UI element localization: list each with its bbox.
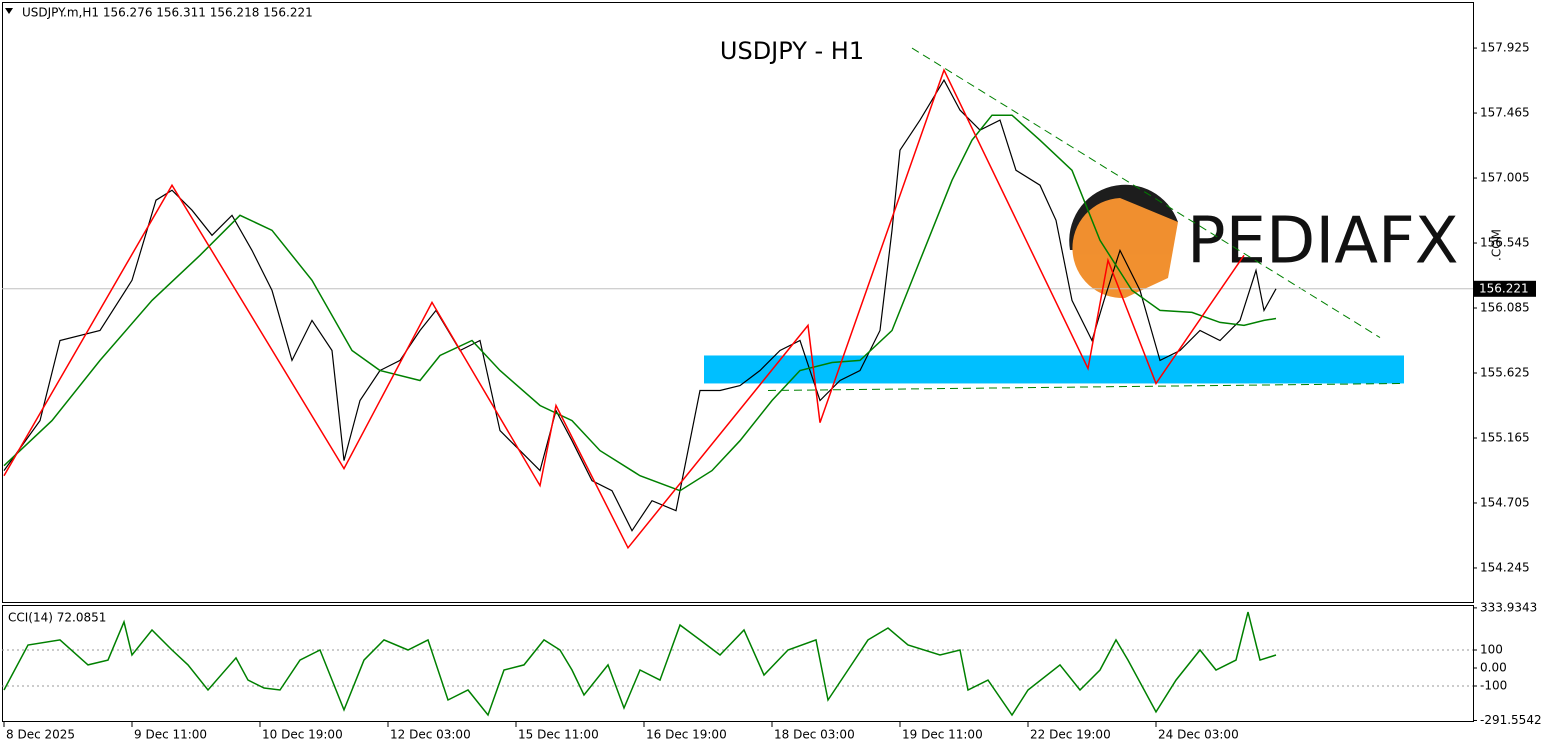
x-tick-label: 18 Dec 03:00 bbox=[774, 728, 855, 742]
y-tick-label: 157.925 bbox=[1480, 41, 1530, 55]
price-box-label: 156.221 bbox=[1479, 281, 1529, 295]
y-tick-label: 157.005 bbox=[1480, 171, 1530, 185]
x-tick-label: 10 Dec 19:00 bbox=[262, 728, 343, 742]
watermark: PEDIAFX bbox=[1187, 205, 1459, 279]
price-panel bbox=[2, 2, 1474, 603]
y-tick-label: 157.465 bbox=[1480, 106, 1530, 120]
indicator-label: CCI(14) 72.0851 bbox=[8, 611, 106, 625]
x-tick-label: 8 Dec 2025 bbox=[6, 728, 75, 742]
y-tick-label: 154.705 bbox=[1480, 495, 1530, 509]
collapse-icon bbox=[5, 8, 13, 14]
x-tick-label: 9 Dec 11:00 bbox=[134, 728, 207, 742]
chart-header: USDJPY.m,H1 156.276 156.311 156.218 156.… bbox=[22, 6, 313, 20]
trendline bbox=[767, 382, 1405, 392]
price-box bbox=[1474, 280, 1536, 297]
y-tick-label: 155.165 bbox=[1480, 430, 1530, 444]
watermark-suffix: .COM bbox=[1490, 229, 1504, 261]
x-tick-label: 24 Dec 03:00 bbox=[1158, 728, 1239, 742]
series-line bbox=[3, 611, 1277, 717]
y-tick-label: -291.5542 bbox=[1480, 713, 1542, 727]
chart-title: USDJPY - H1 bbox=[720, 37, 864, 65]
series-line bbox=[3, 78, 1277, 532]
series-line bbox=[3, 68, 1245, 550]
cci-panel bbox=[2, 605, 1474, 722]
y-tick-label: 154.245 bbox=[1480, 560, 1530, 574]
series-line bbox=[3, 114, 1277, 492]
x-tick-label: 15 Dec 11:00 bbox=[518, 728, 599, 742]
y-tick-label: 156.085 bbox=[1480, 301, 1530, 315]
y-tick-label: -100 bbox=[1480, 679, 1507, 693]
x-tick-label: 22 Dec 19:00 bbox=[1030, 728, 1111, 742]
support-zone bbox=[704, 355, 1404, 384]
x-tick-label: 12 Dec 03:00 bbox=[390, 728, 471, 742]
logo bbox=[1069, 184, 1178, 299]
y-tick-label: 0.00 bbox=[1480, 661, 1507, 675]
y-tick-label: 100 bbox=[1480, 643, 1503, 657]
x-tick-label: 16 Dec 19:00 bbox=[646, 728, 727, 742]
trendline bbox=[911, 47, 1381, 338]
y-tick-label: 156.545 bbox=[1480, 236, 1530, 250]
y-tick-label: 155.625 bbox=[1480, 365, 1530, 379]
x-tick-label: 19 Dec 11:00 bbox=[902, 728, 983, 742]
y-tick-label: 333.9343 bbox=[1480, 600, 1537, 614]
